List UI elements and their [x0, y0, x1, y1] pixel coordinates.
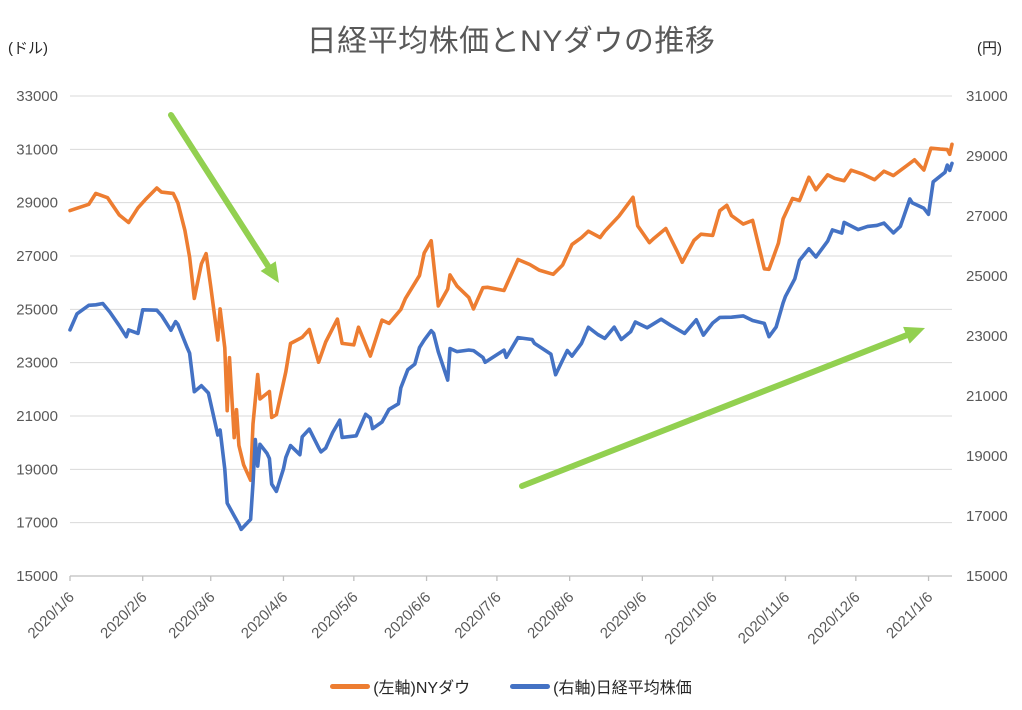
- nikkei-legend-label: (右軸)日経平均株価: [553, 680, 692, 697]
- right-axis-tick-label: 21000: [966, 388, 1008, 405]
- right-axis-unit-label: (円): [977, 40, 1002, 57]
- right-axis-tick-label: 27000: [966, 208, 1008, 225]
- x-axis-tick-label: 2020/1/6: [25, 589, 78, 642]
- x-axis-tick-label: 2020/9/6: [597, 589, 650, 642]
- left-axis-tick-label: 17000: [16, 515, 58, 532]
- left-axis-tick-label: 23000: [16, 355, 58, 372]
- x-axis-tick-label: 2020/7/6: [451, 589, 504, 642]
- nydow-series-line: [68, 142, 954, 483]
- x-axis-tick-label: 2021/1/6: [883, 589, 936, 642]
- right-axis-tick-label: 25000: [966, 268, 1008, 285]
- left-axis-tick-label: 33000: [16, 88, 58, 105]
- x-axis-tick-labels: 2020/1/6 2020/2/6 2020/3/6 2020/4/6 2020/5/6…: [25, 589, 937, 648]
- left-axis-tick-label: 25000: [16, 301, 58, 318]
- downtrend-arrow-shaft: [168, 112, 273, 272]
- right-axis-tick-labels: 31000 29000 27000 25000 23000 21000 19000 17000…: [966, 88, 1008, 585]
- uptrend-arrow-shaft: [519, 331, 913, 489]
- legend-item-nydow: (左軸)NYダウ: [330, 674, 470, 698]
- x-axis-tick-label: 2020/4/6: [238, 589, 291, 642]
- left-axis-tick-label: 21000: [16, 408, 58, 425]
- trend-arrows: [168, 112, 925, 489]
- right-axis-tick-label: 17000: [966, 508, 1008, 525]
- right-axis-tick-label: 31000: [966, 88, 1008, 105]
- right-axis-tick-label: 23000: [966, 328, 1008, 345]
- left-axis-tick-label: 29000: [16, 195, 58, 212]
- nydow-legend-marker: [330, 683, 371, 689]
- left-axis-tick-label: 27000: [16, 248, 58, 265]
- nikkei-legend-marker: [510, 683, 551, 689]
- left-axis-tick-labels: 33000 31000 29000 27000 25000 23000 21000 19000…: [16, 88, 58, 585]
- x-axis-tick-label: 2020/8/6: [524, 589, 577, 642]
- x-axis: [69, 575, 952, 581]
- downtrend-arrow-head: [260, 261, 279, 283]
- x-axis-tick-label: 2020/5/6: [308, 589, 361, 642]
- downtrend-arrow: [168, 112, 279, 283]
- uptrend-arrow: [519, 326, 925, 489]
- chart-title: 日経平均株価とNYダウの推移: [306, 25, 716, 58]
- x-axis-tick-label: 2020/12/6: [804, 589, 863, 648]
- left-axis-tick-label: 31000: [16, 141, 58, 158]
- right-axis-tick-label: 19000: [966, 448, 1008, 465]
- legend-item-nikkei: (右軸)日経平均株価: [510, 674, 692, 698]
- left-axis-tick-label: 15000: [16, 568, 58, 585]
- legend: (左軸)NYダウ (右軸)日経平均株価: [0, 674, 1022, 698]
- x-axis-tick-label: 2020/10/6: [661, 589, 720, 648]
- uptrend-arrow-head: [903, 326, 925, 344]
- x-axis-tick-label: 2020/11/6: [735, 589, 793, 647]
- x-axis-tick-label: 2020/3/6: [165, 589, 218, 642]
- nikkei-series-line: [68, 161, 954, 532]
- left-axis-unit-label: (ドル): [8, 40, 48, 57]
- right-axis-tick-label: 15000: [966, 568, 1008, 585]
- right-axis-tick-label: 29000: [966, 148, 1008, 165]
- left-axis-tick-label: 19000: [16, 461, 58, 478]
- x-axis-tick-label: 2020/6/6: [381, 589, 434, 642]
- x-axis-tick-label: 2020/2/6: [97, 589, 150, 642]
- nydow-legend-label: (左軸)NYダウ: [373, 680, 471, 697]
